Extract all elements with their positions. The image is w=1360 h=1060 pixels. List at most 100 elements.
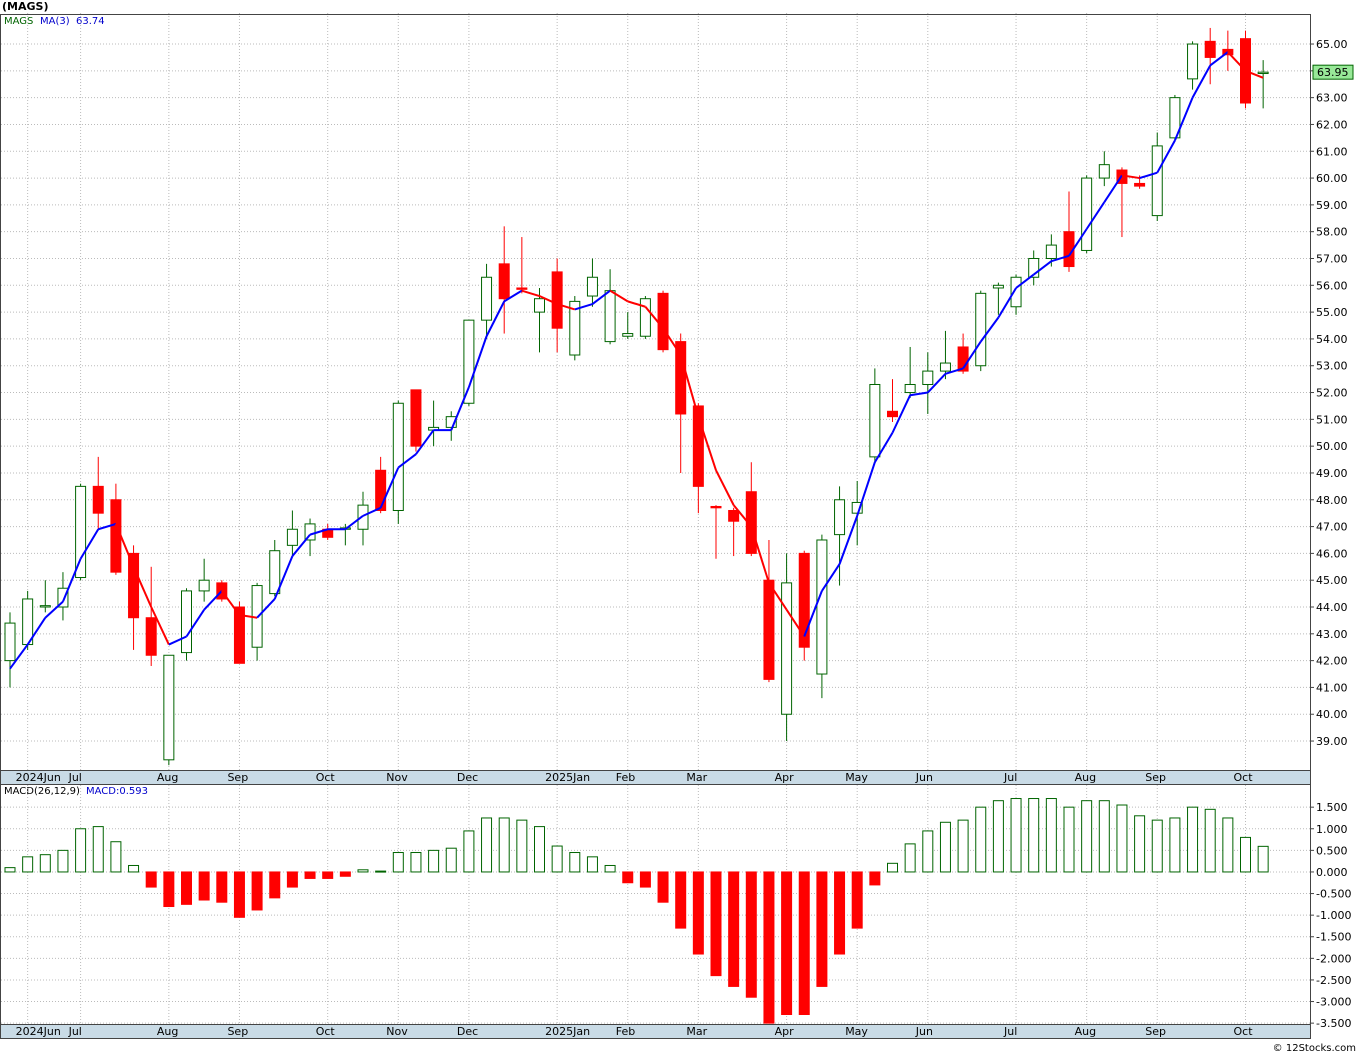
macd-bar (75, 828, 87, 873)
candle-body (534, 298, 545, 313)
macd-bar (763, 871, 775, 1024)
ma-segment (273, 555, 294, 600)
ma-segment (927, 373, 947, 394)
candle-body (110, 499, 122, 573)
x-tick-label: Aug (1075, 1025, 1096, 1038)
candle-body (357, 504, 369, 530)
macd-last: MACD:0.593 (86, 786, 148, 797)
macd-bar (781, 871, 793, 1015)
candle-body (445, 416, 457, 428)
macd-bar (622, 871, 634, 884)
macd-bar (304, 871, 316, 879)
y-tick-label: 48.00 (1316, 494, 1348, 507)
x-tick-label: Dec (457, 1025, 478, 1038)
macd-bar (939, 821, 951, 873)
last-price-box (1312, 64, 1354, 80)
candle-body (1010, 276, 1022, 308)
candle-body (481, 276, 493, 321)
candle-body (639, 298, 651, 337)
ma-segment (556, 303, 576, 311)
candle-body (728, 509, 740, 522)
ma-segment (979, 316, 1000, 343)
macd-bar (851, 871, 863, 929)
macd-bar (1028, 798, 1040, 873)
macd-bar (639, 871, 651, 888)
macd-bar (163, 871, 175, 908)
ma-segment (1245, 69, 1264, 79)
macd-bar (551, 845, 563, 873)
ma-segment (379, 467, 400, 509)
macd-bar (1240, 836, 1251, 873)
macd-bar (922, 830, 934, 873)
x-tick-label: Jun (915, 1025, 933, 1038)
y-tick-label: 42.00 (1316, 655, 1348, 668)
macd-bar (534, 826, 545, 873)
candle-body (57, 587, 69, 608)
y-tick-label: 47.00 (1316, 521, 1348, 534)
ma-segment (609, 289, 629, 303)
x-tick-label: Dec (457, 771, 478, 784)
candle-body (1169, 97, 1181, 139)
macd-bar (22, 856, 34, 873)
x-tick-label: Nov (386, 771, 408, 784)
ma-segment (1033, 260, 1052, 276)
macd-bar (410, 852, 422, 873)
candle-body (128, 552, 140, 619)
ma-segment (521, 289, 540, 297)
y-tick-label: 45.00 (1316, 574, 1348, 587)
macd-bar (1063, 806, 1075, 873)
y-tick-label: 56.00 (1316, 279, 1348, 292)
macd-bar (569, 852, 581, 873)
x-tick-label: Apr (775, 771, 795, 784)
macd-bar (745, 871, 757, 998)
x-tick-label: May (845, 1025, 868, 1038)
ma-segment (362, 506, 382, 517)
y-tick-label: 59.00 (1316, 199, 1348, 212)
y-tick-label: -0.500 (1316, 888, 1351, 901)
legend-symbol: MAGS (4, 16, 33, 27)
x-tick-label: Mar (686, 771, 707, 784)
macd-bar (392, 852, 404, 873)
y-tick-label: 39.00 (1316, 735, 1348, 748)
ma-segment (150, 606, 170, 645)
macd-last-label: MACD: (86, 786, 119, 797)
y-tick-label: 1.000 (1316, 823, 1348, 836)
ma-segment (1121, 174, 1140, 180)
macd-bar (1151, 819, 1163, 873)
candle-body (551, 271, 563, 329)
ma-segment (1173, 97, 1194, 141)
macd-bar (128, 864, 140, 873)
ma-segment (891, 394, 912, 434)
x-tick-label: Sep (1145, 771, 1166, 784)
candle-body (392, 402, 404, 511)
ma-segment (397, 453, 417, 469)
ma-segment (785, 609, 806, 638)
macd-bar (375, 870, 387, 873)
x-tick-label: Oct (1234, 771, 1254, 784)
y-tick-label: 41.00 (1316, 681, 1348, 694)
x-tick-label: Feb (616, 1025, 635, 1038)
candle-body (834, 499, 846, 536)
macd-bar (586, 856, 598, 873)
y-tick-label: 65.00 (1316, 38, 1348, 51)
macd-bar (39, 854, 51, 873)
macd-bar (4, 867, 16, 873)
ma-segment (1139, 171, 1158, 180)
candle-body (798, 552, 810, 648)
macd-bar (1187, 806, 1199, 873)
x-tick-label: Oct (316, 1025, 336, 1038)
ma-segment (79, 528, 100, 560)
candle-body (4, 622, 16, 662)
ma-segment (945, 367, 964, 375)
x-tick-label: Jun (915, 771, 933, 784)
y-tick-label: 60.00 (1316, 172, 1348, 185)
x-tick-label: 2025Jan (545, 1025, 590, 1038)
ma-segment (9, 643, 29, 670)
candle-body (1257, 71, 1269, 75)
ma-segment (1068, 228, 1088, 257)
macd-bar (145, 871, 157, 888)
candle-body (675, 341, 687, 415)
x-tick-label: Aug (157, 771, 178, 784)
ma-segment (344, 515, 364, 531)
